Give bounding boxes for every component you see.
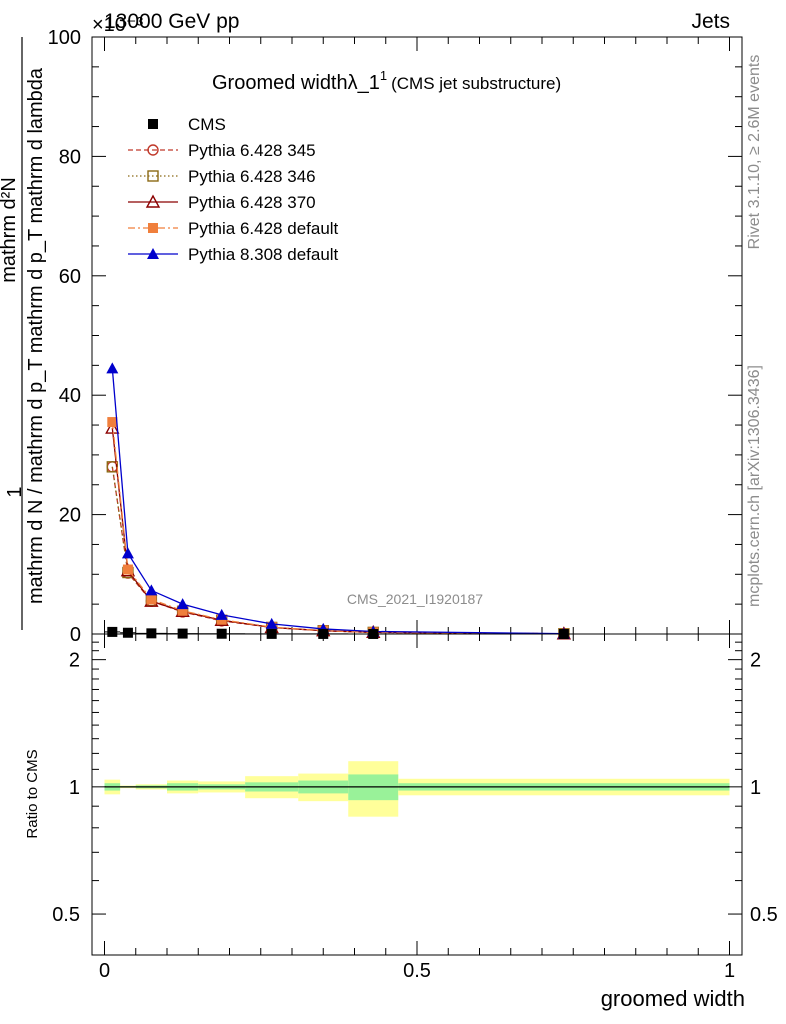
legend: CMS Pythia 6.428 345 Pythia 6.428 346 Pythi… (128, 115, 339, 264)
series-line-pythia-8-308-default (111, 368, 564, 635)
data-point-pythia-6-428-default (177, 605, 188, 616)
legend-entry-pythia-6-428-345: Pythia 6.428 345 (128, 141, 316, 160)
data-point-pythia-8-308-default (121, 547, 134, 559)
plot-title-note: (CMS jet substructure) (391, 74, 561, 93)
ratio-y-tick-label: 2 (69, 650, 80, 672)
legend-entry-pythia-8-308-default: Pythia 8.308 default (128, 245, 339, 264)
legend-marker-cms (148, 119, 158, 129)
data-point-cms (146, 628, 157, 639)
legend-label-pythia-6-428-345: Pythia 6.428 345 (188, 141, 316, 160)
legend-label-pythia-8-308-default: Pythia 8.308 default (188, 245, 339, 264)
legend-entry-pythia-6-428-370: Pythia 6.428 370 (128, 193, 316, 212)
exponent-label: ×10⁻³ (92, 14, 143, 36)
main-ylabel-one: 1 (4, 486, 26, 497)
data-point-pythia-6-428-default (107, 417, 118, 428)
energy-label: 13000 GeV pp (104, 10, 239, 33)
legend-marker-pythia-8-308-default (147, 248, 159, 259)
main-ylabel-numerator: mathrm d²N (0, 177, 20, 283)
main-y-tick-label: 40 (59, 385, 81, 407)
series-pythia-6-428-370 (105, 420, 572, 640)
legend-label-cms: CMS (188, 115, 226, 134)
legend-marker-pythia-6-428-345 (147, 144, 159, 156)
series-pythia-6-428-346 (106, 461, 570, 640)
legend-label-pythia-6-428-370: Pythia 6.428 370 (188, 193, 316, 212)
data-point-pythia-8-308-default (215, 608, 228, 620)
ratio-y-tick-label-right: 0.5 (750, 904, 778, 926)
data-point-cms (107, 626, 118, 637)
x-axis-label: groomed width (601, 986, 745, 1011)
ratio-y-tick-label-right: 2 (750, 650, 761, 672)
data-point-pythia-6-428-default (122, 564, 133, 575)
plot-title-sup: 1 (380, 68, 387, 83)
main-ylabel-denominator: mathrm d N / mathrm d p_T mathrm d p_T m… (25, 67, 47, 604)
data-point-pythia-6-428-370 (105, 420, 120, 434)
main-y-tick-label: 20 (59, 505, 81, 527)
series-pythia-6-428-345 (106, 461, 570, 640)
data-point-pythia-8-308-default (265, 617, 278, 629)
ratio-y-tick-label: 0.5 (52, 904, 80, 926)
series-pythia-6-428-default (107, 417, 569, 639)
main-y-tick-label: 100 (48, 27, 81, 49)
ratio-y-tick-label: 1 (69, 777, 80, 799)
plot-title-main: Groomed widthλ_1 (212, 72, 380, 94)
analysis-watermark: CMS_2021_I1920187 (347, 591, 483, 607)
plot-title: Groomed widthλ_11 (CMS jet substructure) (212, 68, 561, 94)
legend-marker-pythia-6-428-default (148, 223, 158, 233)
ratio-y-tick-label-right: 1 (750, 777, 761, 799)
legend-marker-pythia-6-428-346 (147, 170, 159, 182)
ratio-plot: 0.5 0.5 1 1 2 2 0 0.5 1 (52, 633, 778, 982)
process-label: Jets (691, 10, 730, 33)
x-tick-label: 1 (724, 960, 735, 982)
ratio-ylabel: Ratio to CMS (24, 749, 41, 838)
main-y-tick-label: 0 (70, 624, 81, 646)
x-tick-label: 0.5 (403, 960, 431, 982)
data-point-pythia-6-428-default (146, 594, 157, 605)
x-tick-label: 0 (99, 960, 110, 982)
data-point-pythia-8-308-default (145, 584, 158, 596)
series-line-pythia-6-428-default (111, 421, 564, 635)
legend-entry-pythia-6-428-346: Pythia 6.428 346 (128, 167, 316, 186)
legend-entry-cms: CMS (148, 115, 226, 134)
main-y-tick-label: 80 (59, 146, 81, 168)
main-ylabel: 1 mathrm d²N mathrm d N / mathrm d p_T m… (0, 37, 47, 630)
mcplots-reference-label: mcplots.cern.ch [arXiv:1306.3436] (746, 365, 763, 607)
legend-marker-pythia-6-428-370 (145, 194, 161, 208)
main-y-tick-label: 60 (59, 266, 81, 288)
data-point-pythia-8-308-default (176, 598, 189, 610)
data-point-pythia-8-308-default (106, 362, 119, 374)
ratio-plot-frame (91, 633, 743, 956)
legend-label-pythia-6-428-346: Pythia 6.428 346 (188, 167, 316, 186)
legend-label-pythia-6-428-default: Pythia 6.428 default (188, 219, 339, 238)
series-pythia-8-308-default (106, 362, 570, 639)
legend-entry-pythia-6-428-default: Pythia 6.428 default (128, 219, 339, 238)
data-point-cms (122, 627, 133, 638)
rivet-version-label: Rivet 3.1.10, ≥ 2.6M events (746, 55, 763, 250)
